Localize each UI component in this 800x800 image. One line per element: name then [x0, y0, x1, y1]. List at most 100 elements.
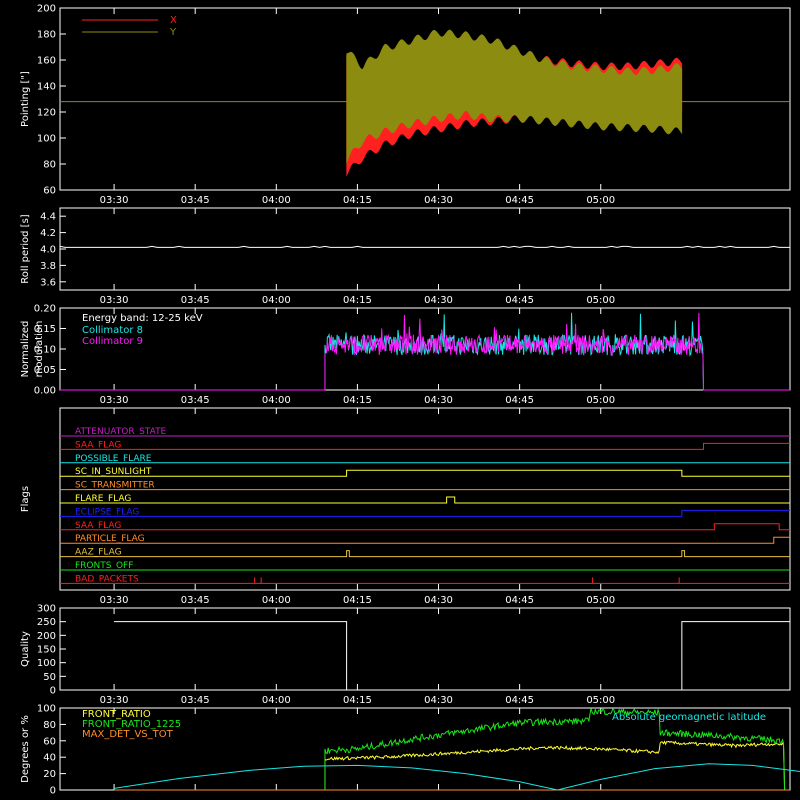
y-tick-label: 100	[37, 704, 56, 715]
ratio-series-front-ratio	[324, 740, 786, 791]
y-tick-label: 4.2	[40, 228, 56, 239]
x-tick-label: 03:30	[100, 395, 129, 406]
y-tick-label: 20	[43, 769, 56, 780]
flag-line	[60, 536, 790, 544]
geomagnetic-latitude-annotation: Absolute geomagnetic latitude	[612, 712, 766, 723]
ratio-series-absolute geomagnetic latitude	[113, 763, 800, 791]
panel-frame-flags	[59, 407, 791, 591]
flag-label-fronts-off: FRONTS_OFF	[75, 561, 133, 571]
x-tick-label: 04:45	[505, 195, 534, 206]
y-tick-label: 80	[43, 720, 56, 731]
y-tick-label: 60	[43, 736, 56, 747]
flag-label-bad-packets: BAD_PACKETS	[75, 574, 139, 584]
flag-label-flare-flag: FLARE_FLAG	[75, 494, 131, 504]
x-tick-label: 03:30	[100, 595, 129, 606]
y-tick-label: 0.05	[34, 365, 56, 376]
flag-line	[60, 469, 790, 477]
x-tick-label: 03:30	[100, 295, 129, 306]
y-tick-label: 0.00	[34, 386, 56, 397]
flag-label-particle-flag: PARTICLE_FLAG	[75, 534, 145, 544]
y-axis-label-2: modulation	[34, 321, 45, 378]
y-tick-label: 0.20	[34, 304, 56, 315]
flag-label-saa-flag: SAA_FLAG	[75, 440, 121, 450]
x-tick-label: 04:30	[424, 295, 453, 306]
x-tick-label: 05:00	[586, 395, 615, 406]
x-tick-label: 04:15	[343, 395, 372, 406]
legend-label-max-det-vs-tot: MAX_DET_VS_TOT	[82, 729, 174, 740]
y-tick-label: 200	[37, 4, 56, 15]
x-tick-label: 03:45	[181, 195, 210, 206]
y-tick-label: 80	[43, 160, 56, 171]
x-tick-label: 04:00	[262, 595, 291, 606]
legend-label-collimator-2: Collimator 9	[82, 336, 143, 347]
y-tick-label: 120	[37, 108, 56, 119]
y-tick-label: 3.8	[40, 261, 56, 272]
pointing-series-Y	[346, 29, 683, 164]
flag-label-eclipse-flag: ECLIPSE_FLAG	[75, 507, 139, 517]
x-tick-label: 04:15	[343, 695, 372, 706]
flag-line	[60, 509, 790, 517]
x-tick-label: 04:45	[505, 395, 534, 406]
flag-line	[60, 496, 790, 504]
x-tick-label: 04:30	[424, 595, 453, 606]
y-axis-label: Pointing ["]	[20, 71, 31, 127]
x-tick-label: 04:00	[262, 295, 291, 306]
x-tick-label: 04:45	[505, 595, 534, 606]
x-tick-label: 05:00	[586, 695, 615, 706]
legend-label-collimator-1: Collimator 8	[82, 325, 143, 336]
x-tick-label: 04:15	[343, 295, 372, 306]
x-tick-label: 04:15	[343, 195, 372, 206]
y-axis-label: Quality	[20, 631, 31, 667]
y-tick-label: 200	[37, 631, 56, 642]
modulation-series-2	[60, 312, 790, 391]
x-tick-label: 03:45	[181, 695, 210, 706]
x-tick-label: 04:00	[262, 195, 291, 206]
y-tick-label: 4.0	[40, 245, 56, 256]
y-tick-label: 40	[43, 753, 56, 764]
x-tick-label: 04:45	[505, 295, 534, 306]
x-tick-label: 05:00	[586, 295, 615, 306]
flag-line	[60, 442, 790, 450]
y-tick-label: 0.10	[34, 345, 56, 356]
flag-label-sc-in-sunlight: SC_IN_SUNLIGHT	[75, 467, 152, 477]
quality-line	[114, 621, 790, 691]
y-tick-label: 140	[37, 82, 56, 93]
y-axis-label: Roll period [s]	[20, 214, 31, 283]
x-tick-label: 03:45	[181, 395, 210, 406]
y-tick-label: 150	[37, 645, 56, 656]
x-tick-label: 05:00	[586, 595, 615, 606]
y-tick-label: 0	[50, 686, 56, 697]
y-tick-label: 4.4	[40, 212, 56, 223]
flag-label-attenuator-state: ATTENUATOR_STATE	[75, 427, 167, 437]
energy-band-annotation: Energy band: 12-25 keV	[82, 313, 203, 324]
x-tick-label: 05:00	[586, 195, 615, 206]
y-axis-label: Normalized	[20, 321, 31, 378]
x-tick-label: 03:45	[181, 595, 210, 606]
legend-label-Y: Y	[169, 27, 177, 38]
y-tick-label: 300	[37, 604, 56, 615]
x-tick-label: 04:15	[343, 595, 372, 606]
flag-label-aaz-flag: AAZ_FLAG	[75, 548, 122, 558]
flag-label-sc-transmitter: SC_TRANSMITTER	[75, 481, 155, 491]
y-tick-label: 0	[50, 786, 56, 797]
legend-label-front-ratio: FRONT_RATIO	[82, 709, 151, 720]
y-tick-label: 250	[37, 617, 56, 628]
y-tick-label: 0.15	[34, 324, 56, 335]
panel-frame-pointing	[59, 7, 791, 191]
x-tick-label: 04:45	[505, 695, 534, 706]
flag-line	[60, 550, 790, 558]
flag-line	[60, 523, 790, 531]
y-tick-label: 180	[37, 30, 56, 41]
x-tick-label: 03:45	[181, 295, 210, 306]
flag-label-saa-flag: SAA_FLAG	[75, 521, 121, 531]
y-tick-label: 160	[37, 56, 56, 67]
y-tick-label: 100	[37, 658, 56, 669]
x-tick-label: 04:00	[262, 395, 291, 406]
roll-period-line	[59, 245, 790, 248]
x-tick-label: 04:00	[262, 695, 291, 706]
legend-label-front-ratio-1225: FRONT_RATIO_1225	[82, 719, 181, 730]
x-tick-label: 04:30	[424, 195, 453, 206]
y-tick-label: 50	[43, 672, 56, 683]
y-tick-label: 100	[37, 134, 56, 145]
